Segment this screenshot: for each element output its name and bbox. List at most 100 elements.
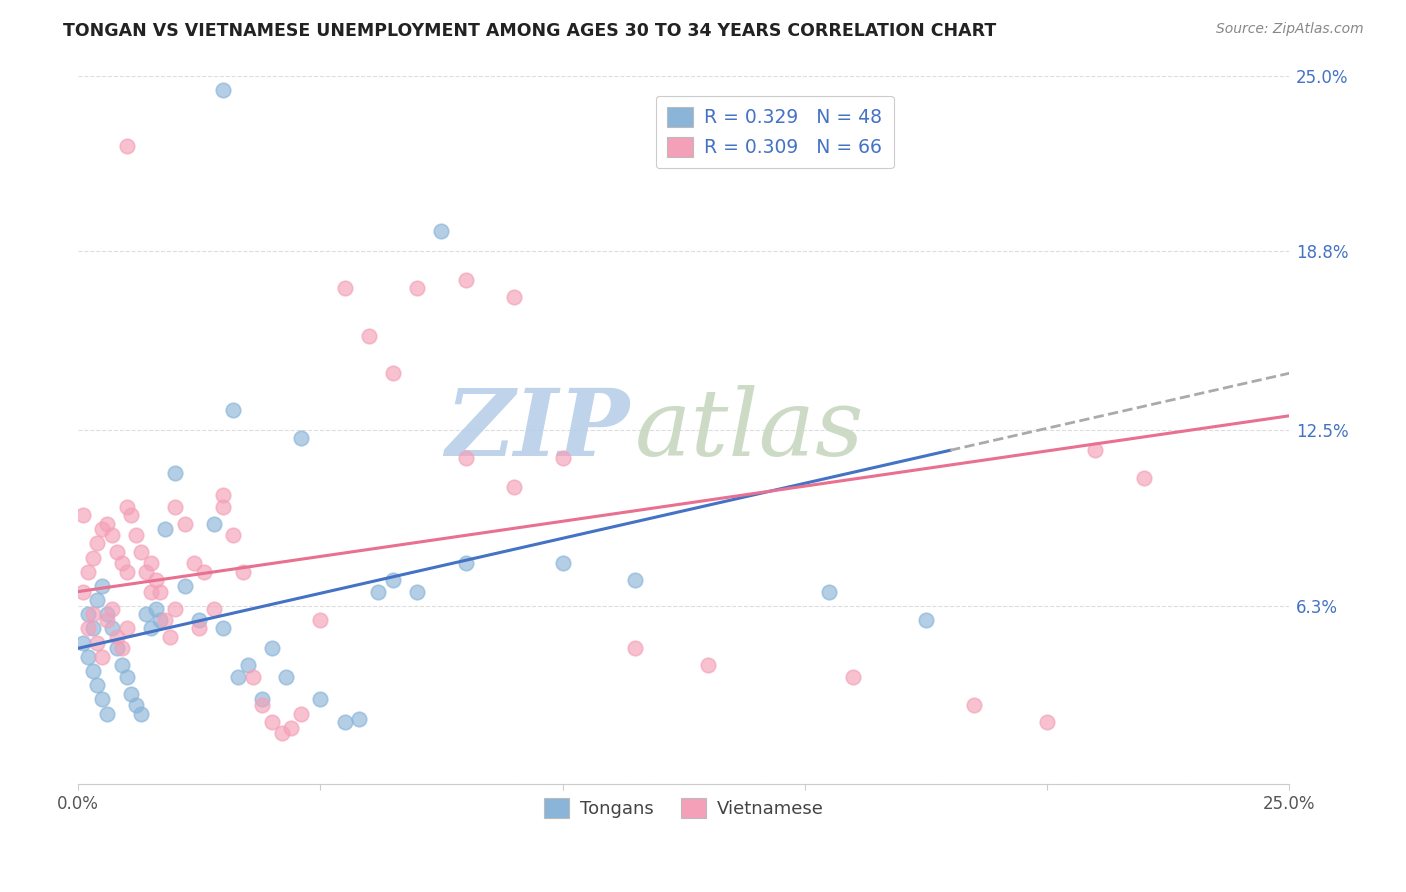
Point [551,451,574,466]
Point [96,706,118,721]
Point [139,622,162,636]
Point [357,329,380,343]
Point [115,670,138,684]
Point [115,565,138,579]
Point [290,706,312,721]
Point [188,613,211,627]
Point [163,601,186,615]
Point [72,584,94,599]
Point [183,556,205,570]
Point [96,613,118,627]
Point [135,607,157,622]
Point [280,721,302,735]
Point [406,281,429,295]
Point [173,516,195,531]
Point [155,613,177,627]
Point [624,574,647,588]
Point [212,83,235,97]
Point [503,290,526,304]
Point [111,641,134,656]
Point [842,670,865,684]
Point [242,670,264,684]
Point [276,670,298,684]
Point [125,698,148,712]
Point [120,687,142,701]
Point [86,635,108,649]
Point [406,584,429,599]
Point [101,601,124,615]
Point [367,584,389,599]
Point [76,607,98,622]
Point [115,500,138,514]
Text: ZIP: ZIP [444,385,628,475]
Point [91,692,114,706]
Point [188,622,211,636]
Point [222,528,245,542]
Point [454,451,477,466]
Text: TONGAN VS VIETNAMESE UNEMPLOYMENT AMONG AGES 30 TO 34 YEARS CORRELATION CHART: TONGAN VS VIETNAMESE UNEMPLOYMENT AMONG … [63,22,997,40]
Point [76,565,98,579]
Point [696,658,718,673]
Point [125,528,148,542]
Point [963,698,986,712]
Point [173,579,195,593]
Point [226,670,249,684]
Point [222,403,245,417]
Point [624,641,647,656]
Point [82,607,104,622]
Point [551,556,574,570]
Point [202,516,225,531]
Point [72,508,94,522]
Point [111,658,134,673]
Point [139,584,162,599]
Point [82,550,104,565]
Point [155,522,177,536]
Point [270,726,292,740]
Legend: Tongans, Vietnamese: Tongans, Vietnamese [537,790,831,825]
Point [120,508,142,522]
Point [96,516,118,531]
Point [236,658,259,673]
Point [129,706,152,721]
Point [91,579,114,593]
Point [290,432,312,446]
Point [333,714,356,729]
Point [1036,714,1059,729]
Point [260,641,283,656]
Point [82,622,104,636]
Point [76,649,98,664]
Point [260,714,283,729]
Point [454,556,477,570]
Point [193,565,215,579]
Point [159,630,181,644]
Point [111,556,134,570]
Point [86,536,108,550]
Point [82,664,104,678]
Point [333,281,356,295]
Point [91,649,114,664]
Point [250,698,273,712]
Point [382,574,405,588]
Point [101,622,124,636]
Point [72,635,94,649]
Point [135,565,157,579]
Point [163,466,186,480]
Point [105,545,128,559]
Point [115,139,138,153]
Point [212,488,235,502]
Point [454,273,477,287]
Point [76,622,98,636]
Point [139,556,162,570]
Point [503,480,526,494]
Point [96,607,118,622]
Point [347,712,370,726]
Point [105,641,128,656]
Point [202,601,225,615]
Point [115,622,138,636]
Point [129,545,152,559]
Point [145,574,167,588]
Point [309,692,332,706]
Point [212,622,235,636]
Point [232,565,254,579]
Point [145,601,167,615]
